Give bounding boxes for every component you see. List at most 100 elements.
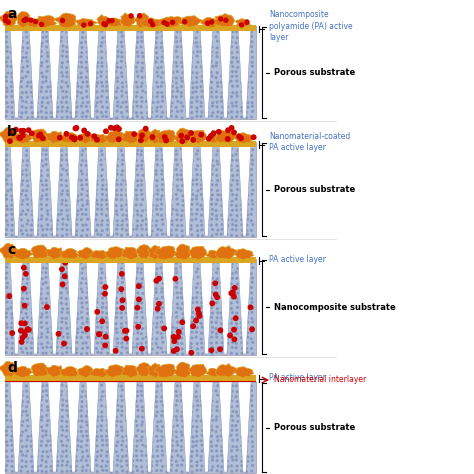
Circle shape: [37, 273, 39, 274]
Circle shape: [246, 384, 247, 386]
Circle shape: [186, 267, 188, 269]
Circle shape: [106, 273, 108, 275]
Circle shape: [245, 406, 247, 408]
Circle shape: [165, 194, 167, 196]
Circle shape: [135, 144, 137, 146]
Polygon shape: [162, 259, 175, 354]
Circle shape: [15, 272, 17, 274]
Circle shape: [207, 391, 209, 392]
Circle shape: [107, 461, 108, 463]
Polygon shape: [219, 259, 232, 354]
Circle shape: [147, 436, 149, 437]
Circle shape: [81, 46, 83, 48]
Circle shape: [161, 333, 163, 334]
Circle shape: [16, 307, 18, 309]
Circle shape: [41, 456, 43, 457]
Circle shape: [85, 213, 87, 215]
Circle shape: [57, 168, 59, 170]
Circle shape: [62, 451, 64, 453]
Circle shape: [70, 470, 72, 472]
Circle shape: [111, 100, 113, 102]
Circle shape: [156, 450, 158, 452]
Circle shape: [17, 465, 18, 467]
Circle shape: [231, 228, 233, 230]
Circle shape: [31, 405, 33, 407]
Circle shape: [210, 61, 212, 63]
Circle shape: [176, 214, 178, 216]
Circle shape: [146, 395, 147, 397]
Circle shape: [251, 96, 253, 98]
Circle shape: [35, 400, 37, 401]
Circle shape: [236, 116, 237, 118]
Circle shape: [132, 298, 133, 300]
Circle shape: [151, 210, 153, 212]
Circle shape: [130, 450, 132, 452]
Circle shape: [165, 439, 167, 441]
Circle shape: [21, 343, 23, 345]
Circle shape: [107, 224, 109, 226]
Circle shape: [36, 394, 37, 396]
Circle shape: [52, 455, 54, 457]
Circle shape: [229, 291, 234, 295]
Circle shape: [191, 262, 193, 264]
Circle shape: [161, 219, 163, 220]
Circle shape: [200, 469, 202, 471]
Polygon shape: [105, 259, 118, 354]
Circle shape: [112, 234, 114, 236]
Circle shape: [185, 439, 187, 441]
Circle shape: [201, 149, 203, 151]
Circle shape: [216, 460, 218, 462]
Circle shape: [147, 170, 149, 172]
Circle shape: [126, 419, 128, 421]
Circle shape: [177, 455, 179, 456]
Circle shape: [42, 302, 43, 304]
Circle shape: [175, 154, 177, 155]
Circle shape: [56, 158, 58, 160]
Circle shape: [180, 292, 182, 294]
Circle shape: [27, 117, 28, 119]
Circle shape: [106, 333, 107, 334]
Circle shape: [56, 390, 58, 392]
Circle shape: [11, 435, 13, 437]
Circle shape: [207, 169, 209, 171]
Circle shape: [45, 276, 47, 278]
Circle shape: [87, 273, 88, 275]
Circle shape: [66, 210, 68, 211]
Circle shape: [72, 337, 74, 339]
Circle shape: [252, 465, 254, 466]
Circle shape: [156, 352, 158, 354]
Circle shape: [102, 179, 103, 181]
Circle shape: [175, 144, 177, 146]
Circle shape: [201, 444, 203, 446]
Circle shape: [17, 76, 18, 78]
Circle shape: [15, 46, 17, 48]
Circle shape: [151, 328, 153, 329]
Circle shape: [101, 395, 103, 397]
Circle shape: [160, 106, 162, 108]
Circle shape: [65, 303, 67, 305]
Circle shape: [36, 292, 38, 294]
Circle shape: [21, 128, 26, 133]
Circle shape: [67, 282, 69, 284]
Circle shape: [96, 117, 98, 118]
Circle shape: [165, 351, 167, 353]
Circle shape: [186, 312, 188, 314]
Circle shape: [6, 148, 8, 150]
Circle shape: [231, 263, 233, 264]
Circle shape: [121, 170, 123, 172]
Circle shape: [175, 470, 177, 472]
Circle shape: [86, 173, 88, 175]
Circle shape: [231, 266, 233, 268]
Circle shape: [190, 173, 192, 175]
Circle shape: [121, 465, 122, 467]
Circle shape: [157, 67, 159, 69]
Circle shape: [154, 279, 158, 283]
Circle shape: [132, 132, 137, 137]
Circle shape: [70, 322, 72, 324]
Circle shape: [180, 394, 182, 396]
Circle shape: [36, 102, 38, 104]
Circle shape: [16, 347, 18, 349]
Circle shape: [216, 106, 218, 108]
Circle shape: [251, 301, 253, 303]
Circle shape: [82, 81, 84, 83]
